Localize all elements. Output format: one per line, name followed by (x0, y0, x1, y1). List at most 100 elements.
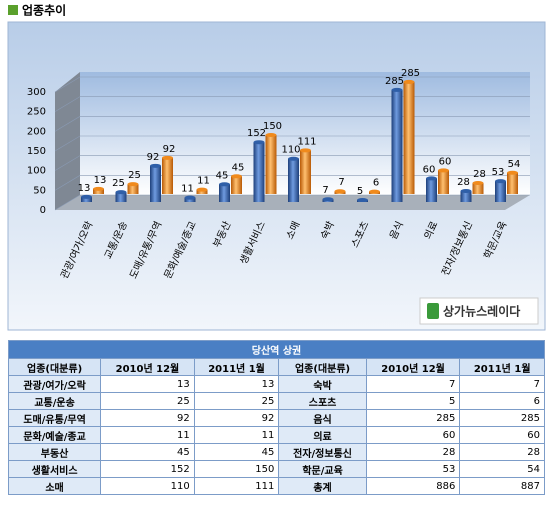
data-label: 150 (263, 121, 282, 132)
table-cell: 7 (459, 375, 545, 393)
data-label: 111 (297, 136, 316, 147)
data-label: 13 (78, 183, 91, 194)
data-label: 54 (508, 159, 521, 170)
bar-top (403, 79, 415, 84)
table-header: 업종(대분류) (278, 358, 367, 376)
table-cell: 110 (100, 477, 195, 495)
table-category: 부동산 (7, 443, 102, 461)
logo-icon (427, 303, 439, 319)
table-cell: 92 (193, 409, 280, 427)
table-cell: 150 (193, 460, 280, 478)
logo-box (419, 297, 539, 325)
bar-top (472, 180, 484, 185)
table-cell: 111 (193, 477, 280, 495)
bar-top (507, 170, 518, 175)
bar (460, 190, 472, 202)
table-cell: 285 (459, 409, 545, 427)
table-row: 부동산 45 45 전자/정보통신 28 28 (7, 443, 545, 461)
table-row: 도매/유통/무역 92 92 음식 285 285 (7, 409, 545, 427)
data-label: 285 (385, 76, 404, 87)
table-cell: 887 (459, 477, 545, 495)
data-label: 11 (197, 176, 210, 187)
data-label: 5 (357, 186, 363, 197)
bar (507, 172, 518, 194)
table-cell: 53 (365, 460, 461, 478)
data-label: 7 (338, 177, 344, 188)
table-category: 숙박 (278, 375, 367, 393)
bar (150, 165, 161, 202)
bar (231, 176, 242, 194)
table-cell: 5 (365, 392, 461, 410)
chart: 업종추이 상가뉴스레이다 0501001502002503001313관광/여가… (7, 3, 546, 331)
table-category: 전자/정보통신 (278, 443, 367, 461)
bar-top (150, 163, 161, 168)
table-header: 2011년 1월 (459, 358, 545, 376)
data-label: 7 (322, 185, 328, 196)
grid-line (54, 116, 530, 132)
data-label: 45 (216, 170, 229, 181)
table-cell: 25 (100, 392, 195, 410)
grid-line (54, 96, 530, 112)
bar-top (184, 195, 196, 200)
table-cell: 886 (365, 477, 461, 495)
bar (495, 181, 506, 202)
bar-top (219, 182, 230, 187)
table-cell: 13 (100, 375, 195, 393)
bar (300, 150, 311, 194)
table-category: 소매 (7, 477, 102, 495)
table-title: 당산역 상권 (8, 340, 545, 359)
bar-top (391, 87, 403, 92)
bar (162, 157, 173, 194)
header-title: 업종추이 (22, 3, 66, 18)
bar-top (426, 176, 437, 181)
table-category: 의료 (278, 426, 367, 444)
data-label: 60 (439, 156, 452, 167)
table-cell: 54 (459, 460, 545, 478)
table-cell: 60 (365, 426, 461, 444)
bar-top (265, 133, 277, 137)
bar (288, 158, 299, 202)
table-cell: 11 (100, 426, 195, 444)
table-category: 스포츠 (278, 392, 367, 410)
bar-top (495, 179, 506, 184)
data-label: 25 (128, 170, 141, 181)
bar (391, 89, 403, 202)
logo: 상가뉴스레이다 (443, 304, 520, 319)
y-tick-label: 50 (33, 185, 46, 196)
table-category: 도매/유통/무역 (7, 409, 102, 427)
bar-top (334, 189, 346, 194)
bar-top (369, 189, 380, 194)
data-label: 92 (147, 152, 160, 163)
table-category: 음식 (278, 409, 367, 427)
table-cell: 92 (100, 409, 195, 427)
bar-top (115, 190, 127, 195)
table-header: 2010년 12월 (100, 358, 195, 376)
bar (115, 192, 127, 202)
bar-top (438, 168, 449, 173)
table-cell: 25 (193, 392, 280, 410)
bar (81, 196, 92, 202)
table-category: 총계 (278, 477, 367, 495)
table-cell: 45 (100, 443, 195, 461)
data-label: 13 (94, 175, 107, 186)
data-label: 60 (423, 164, 436, 175)
data-label: 45 (232, 162, 245, 173)
bar-top (253, 140, 265, 145)
data-label: 28 (473, 169, 486, 180)
table-cell: 152 (100, 460, 195, 478)
bar (426, 178, 437, 202)
data-label: 25 (112, 178, 125, 189)
table-cell: 6 (459, 392, 545, 410)
table-cell: 28 (365, 443, 461, 461)
table-cell: 60 (459, 426, 545, 444)
bar (438, 170, 449, 194)
bar-top (460, 188, 472, 193)
data-label: 92 (163, 144, 176, 155)
bar (472, 182, 484, 194)
table-cell: 11 (193, 426, 280, 444)
table-row: 교통/운송 25 25 스포츠 5 6 (7, 392, 545, 410)
bar (127, 184, 139, 194)
table-category: 학문/교육 (278, 460, 367, 478)
bar-top (127, 182, 139, 187)
